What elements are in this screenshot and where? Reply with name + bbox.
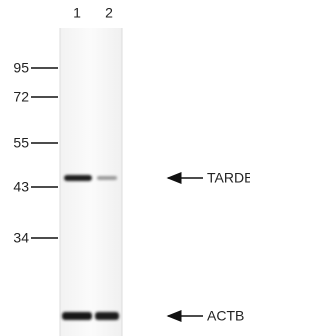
band-label: ACTB [207, 308, 244, 324]
band [97, 176, 117, 180]
marker-label: 34 [13, 230, 29, 246]
lane-label: 1 [73, 5, 81, 21]
lane-label: 2 [105, 5, 113, 21]
marker-label: 72 [13, 89, 29, 105]
marker-label: 55 [13, 135, 29, 151]
bands [62, 175, 119, 320]
marker-label: 43 [13, 179, 29, 195]
band [64, 175, 92, 181]
band [62, 312, 92, 320]
western-blot: 1 2 95 72 55 43 34 TARDBP ACTB [13, 5, 250, 336]
band-label: TARDBP [207, 170, 250, 186]
marker-label: 95 [13, 60, 29, 76]
band [95, 312, 119, 320]
membrane [60, 28, 122, 336]
